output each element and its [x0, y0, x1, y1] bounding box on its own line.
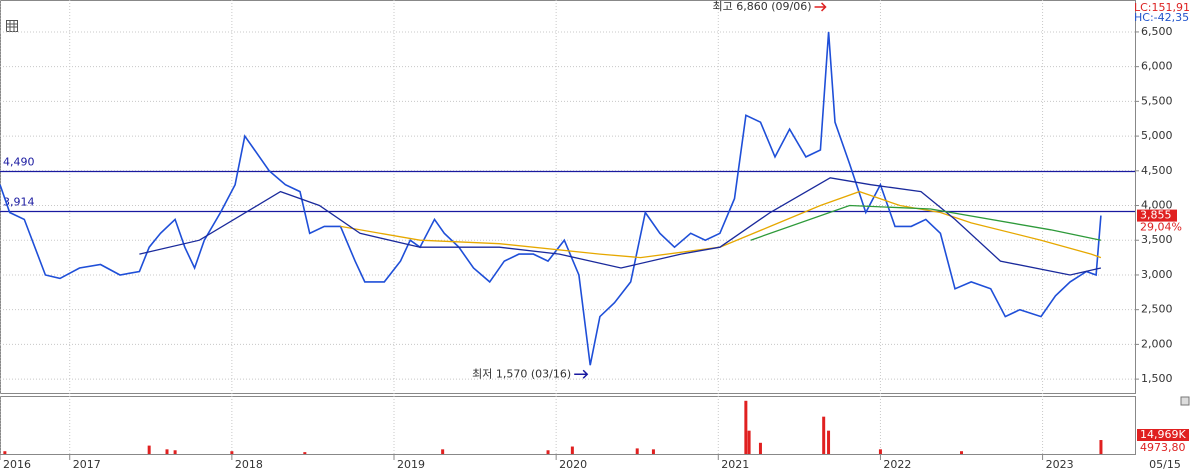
volume-bar [147, 445, 151, 454]
volume-bar [173, 450, 177, 454]
volume-panel [0, 396, 1136, 455]
volume-bar [635, 448, 639, 454]
table-icon[interactable] [6, 20, 18, 32]
volume-label: 4973,80 [1140, 441, 1186, 454]
y-tick-label: 5,000 [1141, 129, 1173, 142]
volume-bar [230, 451, 234, 454]
y-tick-label: 6,500 [1141, 25, 1173, 38]
moving-average [139, 177, 1102, 276]
y-tick-label: 4,000 [1141, 199, 1173, 212]
volume-bar [1099, 440, 1103, 454]
volume-bar [441, 449, 445, 454]
volume-bar [570, 446, 574, 454]
close-box[interactable] [1180, 396, 1190, 406]
icon-box[interactable] [6, 20, 18, 32]
x-tick-label: 2016 [3, 458, 31, 471]
volume-bar [744, 400, 748, 454]
date-label: 05/15 [1149, 458, 1181, 471]
info-hc: HC:-42,35 [1134, 11, 1189, 24]
last-price-tag [1137, 209, 1177, 222]
y-tick-label: 3,500 [1141, 233, 1173, 246]
volume-bar [822, 416, 826, 454]
x-tick-label: 2021 [721, 458, 749, 471]
level-label: 4,490 [3, 156, 35, 169]
volume-bar [960, 451, 964, 454]
volume-tag [1137, 429, 1189, 441]
x-tick-label: 2020 [559, 458, 587, 471]
y-tick-label: 5,500 [1141, 94, 1173, 107]
moving-average [750, 204, 1102, 241]
high-label: 최고 6,860 (09/06) [713, 0, 812, 13]
moving-average [340, 190, 1102, 259]
x-tick-label: 2022 [883, 458, 911, 471]
level-label: 3,914 [3, 195, 35, 208]
volume-bar [758, 442, 762, 454]
price-panel [0, 0, 1136, 394]
icon-lines[interactable] [7, 21, 17, 31]
volume-bar [165, 449, 169, 454]
x-tick-label: 2017 [73, 458, 101, 471]
x-tick-label: 2018 [235, 458, 263, 471]
last-change-label: 29,04% [1140, 221, 1182, 234]
y-tick-label: 3,000 [1141, 268, 1173, 281]
volume-bar [651, 449, 655, 454]
last-price-label: 3,855 [1140, 209, 1172, 222]
x-tick-label: 2023 [1046, 458, 1074, 471]
volume-bar [878, 449, 882, 454]
y-tick-label: 6,000 [1141, 60, 1173, 73]
y-tick-label: 4,500 [1141, 164, 1173, 177]
x-tick-label: 2019 [397, 458, 425, 471]
info-lc: LC:151,91 [1134, 1, 1190, 14]
low-label: 최저 1,570 (03/16) [472, 367, 571, 380]
low-arrow [574, 369, 589, 379]
y-tick-label: 2,000 [1141, 337, 1173, 350]
volume-bar [827, 430, 831, 454]
volume-bar [3, 451, 7, 454]
y-tick-label: 2,500 [1141, 303, 1173, 316]
high-arrow [814, 2, 827, 12]
volume-label: 14,969K [1140, 428, 1186, 441]
y-tick-label: 1,500 [1141, 372, 1173, 385]
volume-bar [303, 452, 307, 454]
volume-bar [546, 450, 550, 454]
price-line [0, 31, 1102, 366]
volume-bar [747, 430, 751, 454]
